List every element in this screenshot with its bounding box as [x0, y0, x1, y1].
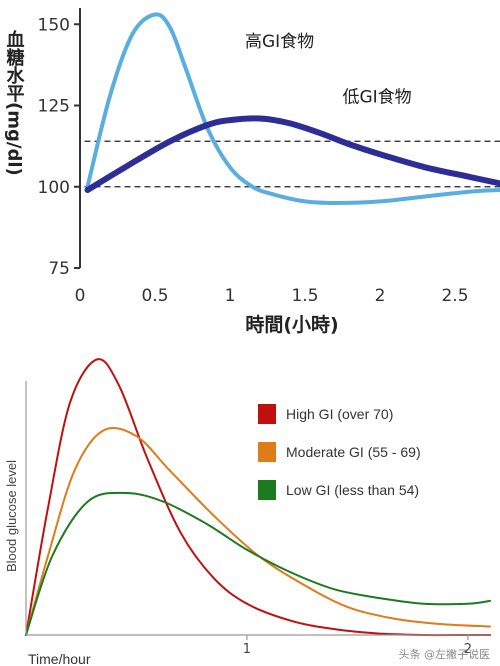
- series-label: 高GI食物: [245, 32, 314, 52]
- axes-layer: [25, 381, 490, 640]
- series-layer: [84, 12, 500, 205]
- x-tick-label: 2.5: [441, 286, 468, 306]
- legend-swatch: [258, 480, 276, 500]
- legend-label: High GI (over 70): [286, 406, 393, 422]
- x-axis-label: 時間(小時): [245, 314, 338, 336]
- x-tick-label: 0.5: [141, 286, 168, 306]
- watermark: 头条 @左撇子说医: [398, 648, 491, 661]
- glucose-chart-english: 1 2 Time/hour Blood glucose level High GI (…: [4, 358, 491, 666]
- labels-layer: 1 2 Time/hour Blood glucose level: [4, 460, 472, 666]
- y-tick-label: 100: [38, 178, 70, 198]
- y-axis-label: Blood glucose level: [4, 460, 19, 572]
- series-line: [85, 12, 500, 205]
- x-tick-label: 2: [375, 286, 386, 306]
- y-tick-label: 150: [38, 15, 70, 35]
- legend-swatch: [258, 404, 276, 424]
- legend-label: Low GI (less than 54): [286, 482, 419, 498]
- y-tick-label: 125: [38, 97, 70, 117]
- series-line: [25, 427, 491, 636]
- series-label: 低GI食物: [343, 87, 412, 107]
- legend-label: Moderate GI (55 - 69): [286, 444, 421, 460]
- axes-layer: [74, 8, 81, 269]
- legend-swatch: [258, 442, 276, 462]
- reference-lines: [84, 140, 500, 188]
- series-line: [25, 491, 491, 636]
- x-tick-label: 2: [464, 642, 472, 657]
- x-axis-label: Time/hour: [28, 651, 91, 666]
- y-tick-label: 75: [48, 259, 70, 279]
- x-tick-label: 0: [75, 286, 86, 306]
- x-tick-label: 1: [225, 286, 236, 306]
- y-axis-label: 血糖水平(mg/dl): [4, 29, 25, 176]
- series-line: [84, 115, 500, 193]
- x-tick-label: 1.5: [291, 286, 318, 306]
- legend: High GI (over 70) Moderate GI (55 - 69) Lo…: [258, 404, 421, 500]
- x-tick-label: 1: [243, 642, 251, 657]
